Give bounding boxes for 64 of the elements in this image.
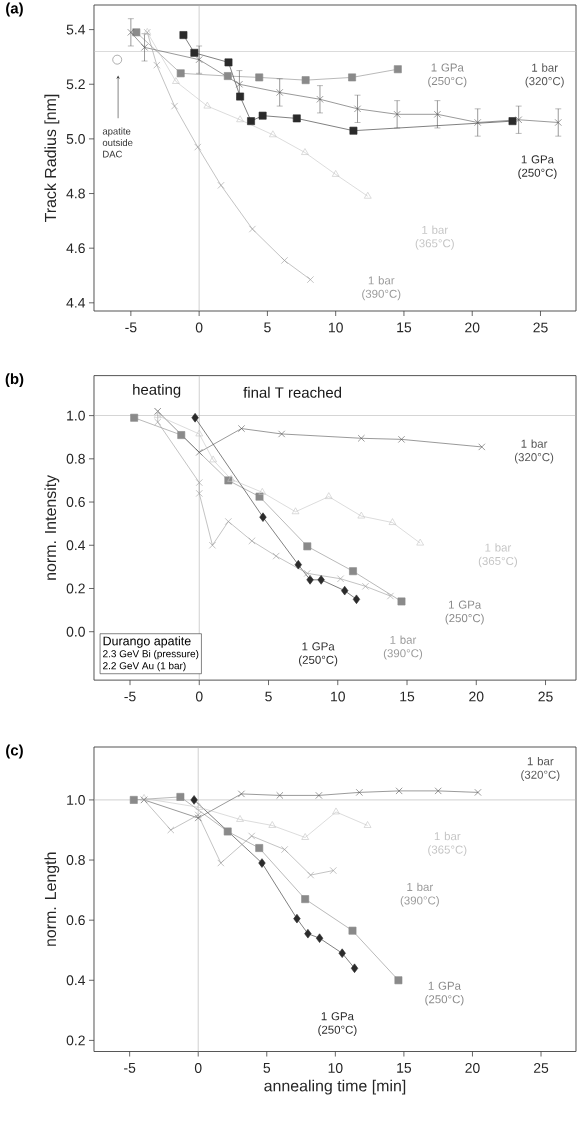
- y-tick-label: 0.2: [66, 583, 85, 594]
- y-tick-label: 0.4: [66, 540, 86, 551]
- annotation: heating: [133, 383, 181, 398]
- x-tick-label: 10: [328, 1063, 343, 1073]
- y-axis-title: norm. Length: [44, 852, 60, 946]
- y-tick-label: 0.6: [66, 915, 85, 926]
- x-tick-label: 15: [397, 1063, 412, 1073]
- x-tick-label: -5: [125, 322, 137, 333]
- annotation: Durango apatite: [103, 636, 191, 648]
- y-tick-label: 5.4: [66, 24, 86, 35]
- x-tick-label: 10: [328, 322, 343, 333]
- y-tick-label: 0.6: [66, 497, 85, 507]
- text: 1 GPa (250°C): [299, 642, 338, 667]
- chart-title: (c): [6, 744, 23, 759]
- y-tick-label: 0.8: [66, 855, 85, 865]
- x-tick-label: 0: [195, 322, 203, 333]
- x-tick-label: 15: [400, 691, 415, 702]
- text: 1 bar (320°C): [521, 756, 560, 782]
- x-tick-label: -5: [124, 1063, 136, 1073]
- x-tick-label: 15: [397, 322, 412, 333]
- y-tick-label: 4.6: [66, 243, 85, 254]
- text: 1 GPa (250°C): [318, 1012, 357, 1037]
- x-tick-label: 25: [538, 691, 553, 702]
- x-tick-label: 10: [331, 691, 345, 702]
- text: 1 bar (320°C): [514, 439, 554, 464]
- y-tick-label: 1.0: [67, 794, 85, 805]
- x-tick-label: 20: [465, 1063, 480, 1073]
- x-tick-label: 25: [533, 1063, 549, 1073]
- text: 1 GPa (250°C): [445, 600, 484, 625]
- x-tick-label: 5: [265, 691, 272, 702]
- y-tick-label: 0.4: [66, 975, 86, 986]
- x-tick-label: 0: [194, 1063, 202, 1073]
- text: 1 bar (390°C): [362, 276, 401, 301]
- y-tick-label: 0.0: [66, 626, 85, 637]
- x-axis-title: annealing time [min]: [264, 1079, 406, 1095]
- text: 1 GPa (250°C): [518, 155, 557, 180]
- text: 1 bar (320°C): [525, 63, 564, 88]
- y-tick-label: 5.0: [66, 133, 85, 144]
- y-tick-label: 4.4: [66, 298, 86, 308]
- text: 1 bar (365°C): [428, 831, 467, 856]
- x-tick-label: 5: [263, 1063, 271, 1073]
- x-tick-label: 20: [465, 322, 480, 333]
- text: 1 GPa (250°C): [425, 981, 464, 1006]
- y-axis-title: norm. Intensity: [44, 474, 60, 580]
- annotation: 2.2 GeV Au (1 bar): [103, 661, 186, 672]
- y-tick-label: 4.8: [66, 188, 85, 199]
- text: 1 GPa (250°C): [428, 63, 467, 88]
- x-tick-label: 5: [264, 322, 271, 333]
- y-tick-label: 1.0: [67, 410, 85, 421]
- y-axis-title: Track Radius [nm]: [44, 94, 60, 223]
- text: 1 bar (390°C): [400, 882, 439, 907]
- x-tick-label: -5: [124, 691, 136, 702]
- text: 1 bar (390°C): [383, 635, 423, 660]
- y-tick-label: 5.2: [66, 79, 85, 90]
- chart-title: (a): [6, 2, 23, 17]
- y-tick-label: 0.8: [66, 453, 85, 464]
- y-tick-label: 0.2: [66, 1035, 85, 1046]
- x-tick-label: 25: [533, 322, 548, 333]
- annotation: apatite outside DAC: [102, 127, 133, 158]
- chart-title: (b): [5, 373, 24, 388]
- x-tick-label: 0: [195, 691, 203, 702]
- annotation: final T reached: [243, 386, 342, 398]
- x-tick-label: 20: [469, 691, 484, 702]
- annotation: 2.3 GeV Bi (pressure): [103, 649, 199, 660]
